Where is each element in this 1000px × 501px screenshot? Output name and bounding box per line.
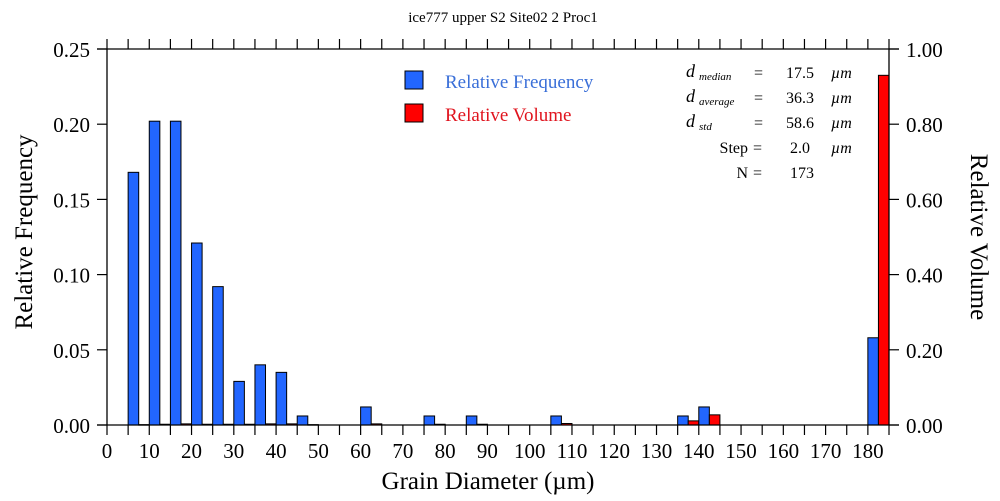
x-tick-label: 140 [683, 439, 715, 463]
stat-std-value: 58.6 [786, 115, 814, 132]
x-tick-label: 130 [641, 439, 673, 463]
legend-label-frequency: Relative Frequency [445, 72, 594, 93]
y-tick-label: 0.20 [53, 113, 90, 137]
frequency-bar-25 [212, 286, 224, 426]
stat-std-sub: std [699, 121, 712, 133]
stat-std: d std = 58.6 µm [686, 111, 852, 133]
stat-std-unit: µm [831, 115, 852, 132]
x-tick-label: 50 [308, 439, 329, 463]
x-tick-label: 0 [102, 439, 113, 463]
stat-median-symbol: d [686, 61, 696, 81]
legend-swatch-frequency [404, 70, 424, 90]
chart-title: ice777 upper S2 Site02 2 Proc1 [408, 10, 598, 26]
frequency-bar-40 [275, 371, 288, 426]
x-tick-label: 110 [557, 439, 588, 463]
volume-bar-140 [708, 414, 721, 426]
y2-tick-label: 1.00 [906, 38, 943, 62]
y2-axis-title: Relative Volume [965, 154, 992, 320]
x-tick-label: 150 [725, 439, 757, 463]
frequency-bar-20 [191, 242, 203, 426]
y-axis-ticks: 0.00 0.05 0.10 0.15 0.20 0.25 [53, 38, 107, 438]
frequency-bar-105 [550, 415, 562, 426]
frequency-bar-85 [465, 415, 478, 426]
frequency-bar-5 [127, 171, 140, 426]
stat-step-unit: µm [831, 140, 852, 157]
legend: Relative Frequency Relative Volume [404, 70, 594, 126]
stat-average-sub: average [699, 96, 735, 108]
frequency-bar-135 [677, 415, 689, 426]
legend-item-frequency: Relative Frequency [404, 70, 594, 93]
frequency-bar-60 [360, 406, 372, 426]
y2-tick-label: 0.00 [906, 414, 943, 438]
x-tick-label: 170 [810, 439, 842, 463]
y-axis-title: Relative Frequency [11, 134, 38, 330]
stat-std-eq: = [754, 115, 763, 132]
frequency-bar-10 [148, 120, 161, 426]
y-tick-label: 0.15 [53, 188, 90, 212]
x-axis-ticks: 0 10 20 30 40 50 60 70 80 90 100 110 120 130 140 150 160… [102, 39, 890, 463]
y2-tick-label: 0.80 [906, 113, 943, 137]
y2-axis-ticks: 0.00 0.20 0.40 0.60 0.80 1.00 [889, 38, 943, 438]
stat-step: Step = 2.0 µm [720, 140, 852, 157]
stat-std-symbol: d [686, 111, 696, 131]
stat-median-eq: = [754, 65, 763, 82]
frequency-bar-30 [233, 380, 245, 426]
stats-box: d median = 17.5 µm d average = 36.3 µm d st… [686, 61, 852, 182]
x-tick-label: 80 [435, 439, 456, 463]
stat-median-unit: µm [831, 65, 852, 82]
x-tick-label: 30 [223, 439, 244, 463]
x-tick-label: 90 [477, 439, 498, 463]
stat-median-value: 17.5 [786, 65, 814, 82]
bars-group [127, 74, 890, 426]
x-tick-label: 60 [350, 439, 371, 463]
legend-label-volume: Relative Volume [445, 105, 571, 126]
stat-average-unit: µm [831, 90, 852, 107]
stat-average: d average = 36.3 µm [686, 86, 852, 108]
stat-n-eq: = [753, 165, 762, 182]
legend-item-volume: Relative Volume [404, 103, 571, 126]
frequency-bar-75 [423, 415, 436, 426]
frequency-bar-45 [296, 415, 309, 426]
y2-tick-label: 0.60 [906, 188, 943, 212]
x-tick-label: 180 [852, 439, 884, 463]
stat-step-eq: = [753, 140, 762, 157]
stat-median: d median = 17.5 µm [686, 61, 852, 83]
frequency-bar-15 [169, 120, 182, 426]
y2-tick-label: 0.20 [906, 339, 943, 363]
stat-n-label: N [736, 165, 748, 182]
stat-median-sub: median [699, 71, 732, 83]
y-tick-label: 0.10 [53, 264, 90, 288]
stat-n-value: 173 [790, 165, 814, 182]
stat-average-eq: = [754, 90, 763, 107]
y-tick-label: 0.00 [53, 414, 90, 438]
y-tick-label: 0.25 [53, 38, 90, 62]
frequency-bar-35 [254, 364, 267, 426]
volume-bar-180 [877, 74, 890, 426]
y2-tick-label: 0.40 [906, 264, 943, 288]
stat-step-label: Step [720, 140, 748, 157]
stat-n: N = 173 [736, 165, 814, 182]
frequency-bar-140 [698, 406, 710, 426]
x-tick-label: 100 [514, 439, 546, 463]
x-axis-title: Grain Diameter (µm) [382, 468, 595, 495]
x-tick-label: 70 [392, 439, 413, 463]
x-tick-label: 10 [139, 439, 160, 463]
x-tick-label: 160 [768, 439, 800, 463]
x-tick-label: 120 [598, 439, 630, 463]
y-tick-label: 0.05 [53, 339, 90, 363]
stat-average-symbol: d [686, 86, 696, 106]
stat-step-value: 2.0 [790, 140, 810, 157]
frequency-bar-180 [867, 337, 879, 426]
x-tick-label: 40 [266, 439, 287, 463]
x-tick-label: 20 [181, 439, 202, 463]
stat-average-value: 36.3 [786, 90, 814, 107]
legend-swatch-volume [404, 103, 424, 123]
